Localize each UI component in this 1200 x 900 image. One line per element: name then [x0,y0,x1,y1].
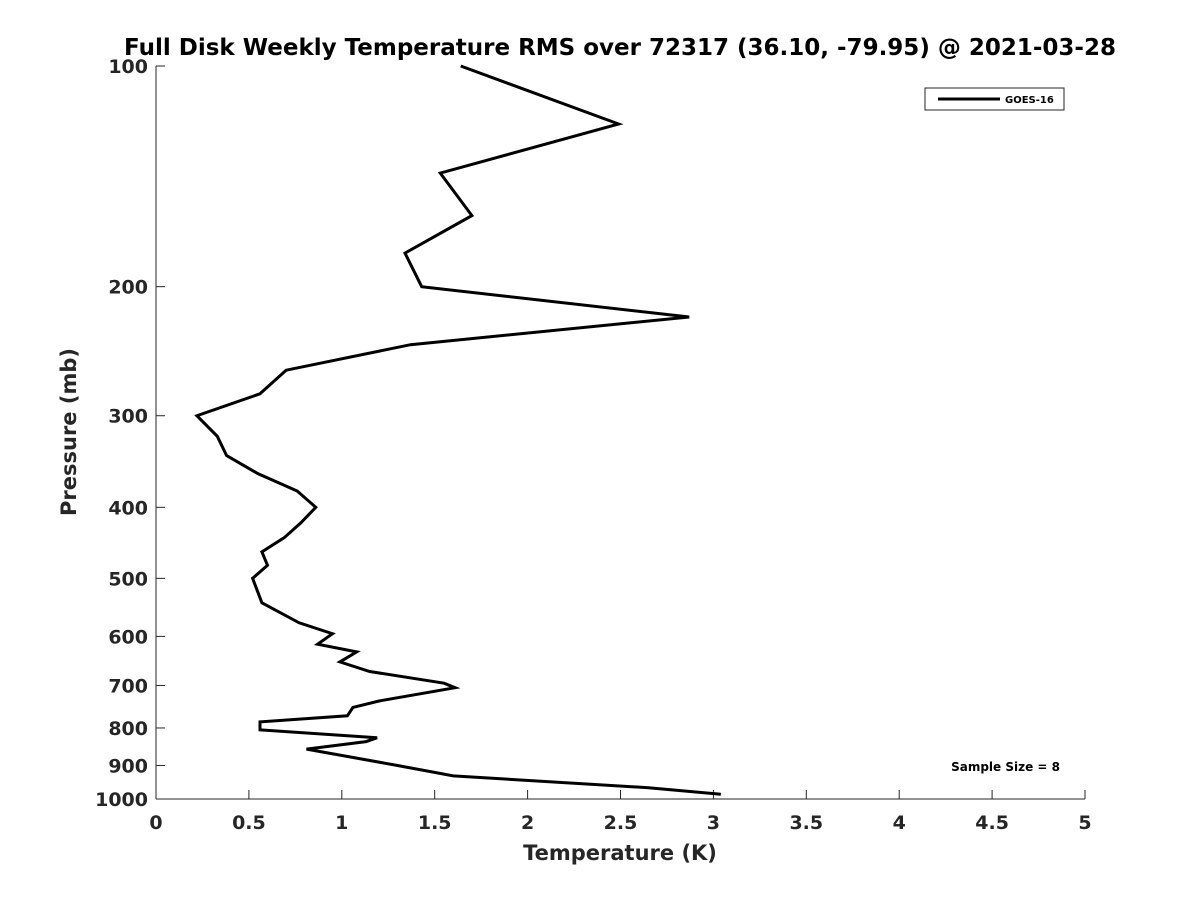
y-tick-label: 600 [108,626,148,648]
y-tick-label: 700 [108,675,148,697]
sample-size-annotation: Sample Size = 8 [951,760,1060,774]
x-tick-label: 2 [521,812,534,834]
y-axis-ticks: 100 200 300 400 500 600 700 800 900 1000 [95,56,165,811]
x-tick-label: 0 [149,812,162,834]
x-axis-label: Temperature (K) [523,841,717,865]
y-tick-label: 800 [108,718,148,740]
y-tick-label: 400 [108,497,148,519]
chart-title: Full Disk Weekly Temperature RMS over 72… [124,35,1116,61]
x-axis-ticks: 0 0.5 1 1.5 2 2.5 3 3.5 4 4.5 5 [149,790,1092,834]
plot-area: 0 0.5 1 1.5 2 2.5 3 3.5 4 4.5 5 100 200 300 400 500 600… [95,56,1092,834]
x-tick-label: 0.5 [232,812,266,834]
axes-background [156,66,1085,799]
y-tick-label: 100 [108,56,148,78]
x-tick-label: 1.5 [418,812,452,834]
series-group [194,64,721,796]
x-tick-label: 4.5 [975,812,1009,834]
y-tick-label: 500 [108,568,148,590]
legend-label-goes-16: GOES-16 [1005,95,1054,106]
series-line-goes-16 [194,64,721,796]
x-tick-label: 4 [893,812,906,834]
x-tick-label: 5 [1078,812,1091,834]
x-tick-label: 3.5 [789,812,823,834]
x-tick-label: 1 [335,812,348,834]
y-tick-label: 1000 [95,789,148,811]
x-tick-label: 2.5 [604,812,638,834]
y-tick-label: 200 [108,277,148,299]
legend: GOES-16 [924,87,1065,111]
y-tick-label: 300 [108,406,148,428]
y-axis-label: Pressure (mb) [57,348,81,516]
x-tick-label: 3 [707,812,720,834]
y-tick-label: 900 [108,755,148,777]
